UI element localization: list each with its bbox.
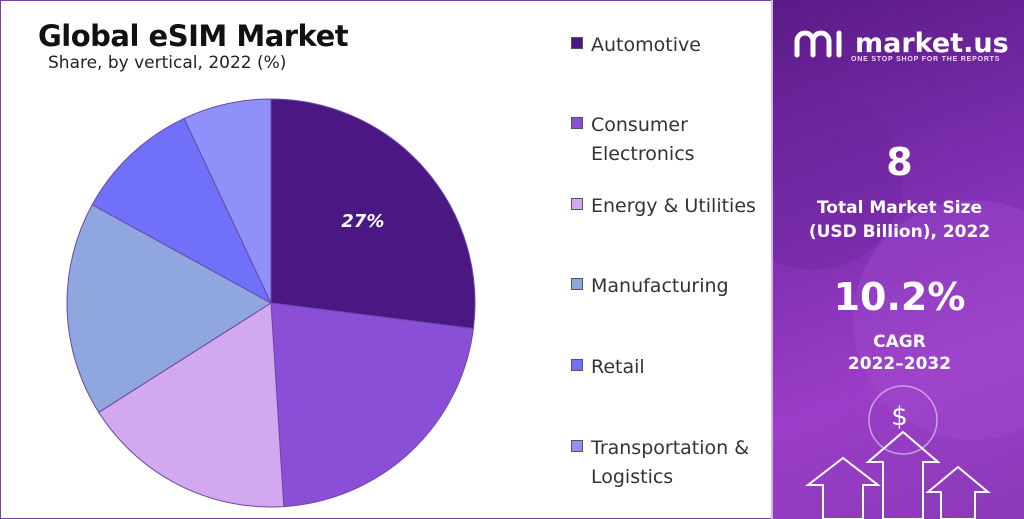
legend-swatch xyxy=(571,37,583,49)
legend-swatch xyxy=(571,198,583,210)
legend-item-automotive: Automotive xyxy=(571,31,766,60)
pie-slice-manufacturing xyxy=(66,204,272,413)
brand-name: market.us xyxy=(855,28,1009,59)
cagr-value: 10.2% xyxy=(833,275,966,319)
market-size-label-line1: Total Market Size xyxy=(816,198,983,218)
legend-swatch xyxy=(571,117,583,129)
legend-label-line1: Transportation & xyxy=(591,437,750,459)
pie-slice-transportation-logistics xyxy=(183,98,272,304)
pie-slice-automotive xyxy=(270,98,476,330)
legend-item-energy-utilities: Energy & Utilities xyxy=(571,192,766,221)
pie-slice-energy-utilities xyxy=(98,302,285,508)
arrow-up-icon xyxy=(925,465,991,519)
legend-label: Retail xyxy=(591,356,645,378)
brand: market.us xyxy=(793,28,1009,59)
legend-label-line2: Electronics xyxy=(591,143,695,165)
legend-label-line2: Logistics xyxy=(591,466,674,488)
chart-subtitle: Share, by vertical, 2022 (%) xyxy=(48,53,287,73)
cagr-period: 2022–2032 xyxy=(847,354,952,374)
legend-label: Energy & Utilities xyxy=(591,195,756,217)
pie-slice-consumer-electronics xyxy=(270,302,474,508)
pie-chart: 27% xyxy=(66,98,476,508)
legend-item-manufacturing: Manufacturing xyxy=(571,272,766,301)
market-size-value: 8 xyxy=(886,140,913,184)
coin-circle xyxy=(868,385,938,455)
dollar-icon: $ xyxy=(891,402,908,432)
legend-label-line1: Consumer xyxy=(591,114,688,136)
panel-decor xyxy=(773,90,1024,519)
legend-item-consumer-electronics: Consumer Electronics xyxy=(571,111,766,169)
info-panel: market.us ONE STOP SHOP FOR THE REPORTS … xyxy=(771,0,1024,519)
pie-slice-retail xyxy=(91,117,273,305)
legend-label: Automotive xyxy=(591,34,701,56)
arrow-up-icon xyxy=(865,430,941,519)
decor-circle xyxy=(853,200,1024,440)
cagr-label: CAGR xyxy=(873,332,926,352)
market-us-logo-icon xyxy=(794,30,842,57)
legend-swatch xyxy=(571,359,583,371)
legend-swatch xyxy=(571,440,583,452)
decor-circle xyxy=(773,90,903,270)
market-size-label-line2: (USD Billion), 2022 xyxy=(808,222,991,242)
chart-title: Global eSIM Market xyxy=(38,19,349,53)
brand-tagline: ONE STOP SHOP FOR THE REPORTS xyxy=(851,56,1001,63)
legend-swatch xyxy=(571,278,583,290)
arrow-up-icon xyxy=(805,456,881,519)
pie-data-label: 27% xyxy=(341,211,384,232)
legend-item-transportation-logistics: Transportation & Logistics xyxy=(571,434,766,492)
legend-item-retail: Retail xyxy=(571,353,766,382)
legend-label: Manufacturing xyxy=(591,275,729,297)
